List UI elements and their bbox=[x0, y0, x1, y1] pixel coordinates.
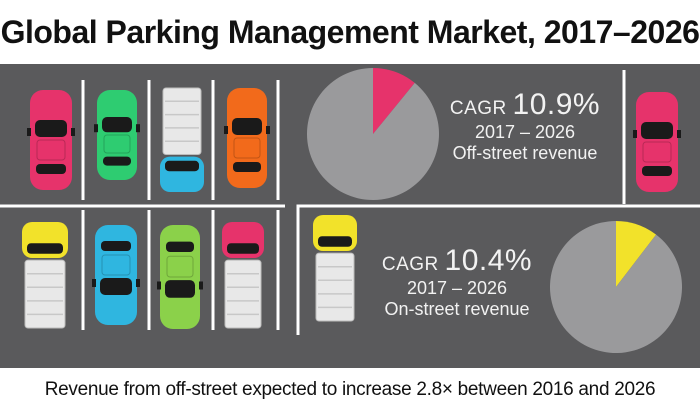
offstreet-period: 2017 – 2026 bbox=[474, 122, 576, 142]
onstreet-period: 2017 – 2026 bbox=[406, 278, 508, 298]
truck-pink-bottom-4-icon bbox=[222, 222, 264, 329]
offstreet-cagr-value: 10.9% bbox=[512, 88, 601, 121]
parking-lines bbox=[0, 70, 700, 335]
pie-chart-offstreet bbox=[307, 68, 440, 200]
truck-blue-top-3-icon bbox=[160, 87, 204, 192]
offstreet-stat: CAGR 10.9% 2017 – 2026 Off-street revenu… bbox=[425, 88, 625, 164]
car-blue-bottom-2-icon bbox=[92, 225, 140, 325]
car-green-top-2-icon bbox=[94, 90, 140, 180]
footer-bar: Revenue from off-street expected to incr… bbox=[0, 368, 700, 411]
truck-yellow-bottom-1-icon bbox=[22, 222, 68, 329]
onstreet-pie-slice-1 bbox=[550, 221, 682, 353]
offstreet-pie-slice-0 bbox=[373, 68, 415, 134]
onstreet-cagr: CAGR 10.4% bbox=[357, 244, 557, 278]
offstreet-cagr: CAGR 10.9% bbox=[425, 88, 625, 122]
car-green-bottom-3-icon bbox=[157, 225, 203, 329]
car-pink-top-1-icon bbox=[27, 90, 75, 190]
offstreet-pie-slice-1 bbox=[307, 68, 440, 200]
onstreet-stat: CAGR 10.4% 2017 – 2026 On-street revenue bbox=[357, 244, 557, 320]
onstreet-cagr-label: CAGR bbox=[381, 254, 439, 275]
vehicles bbox=[22, 87, 681, 329]
car-orange-top-4-icon bbox=[224, 88, 270, 188]
footer-text: Revenue from off-street expected to incr… bbox=[44, 378, 656, 400]
pie-chart-onstreet bbox=[550, 221, 682, 353]
truck-yellow-street-icon bbox=[313, 215, 357, 322]
title-bar: Global Parking Management Market, 2017–2… bbox=[0, 0, 700, 64]
onstreet-cagr-value: 10.4% bbox=[444, 244, 533, 277]
offstreet-label: Off-street revenue bbox=[452, 143, 598, 163]
parking-scene bbox=[0, 68, 700, 353]
offstreet-cagr-label: CAGR bbox=[449, 98, 507, 119]
page-title: Global Parking Management Market, 2017–2… bbox=[0, 13, 700, 50]
car-pink-right-icon bbox=[633, 92, 681, 192]
onstreet-pie-slice-0 bbox=[616, 221, 657, 287]
onstreet-label: On-street revenue bbox=[384, 299, 530, 319]
